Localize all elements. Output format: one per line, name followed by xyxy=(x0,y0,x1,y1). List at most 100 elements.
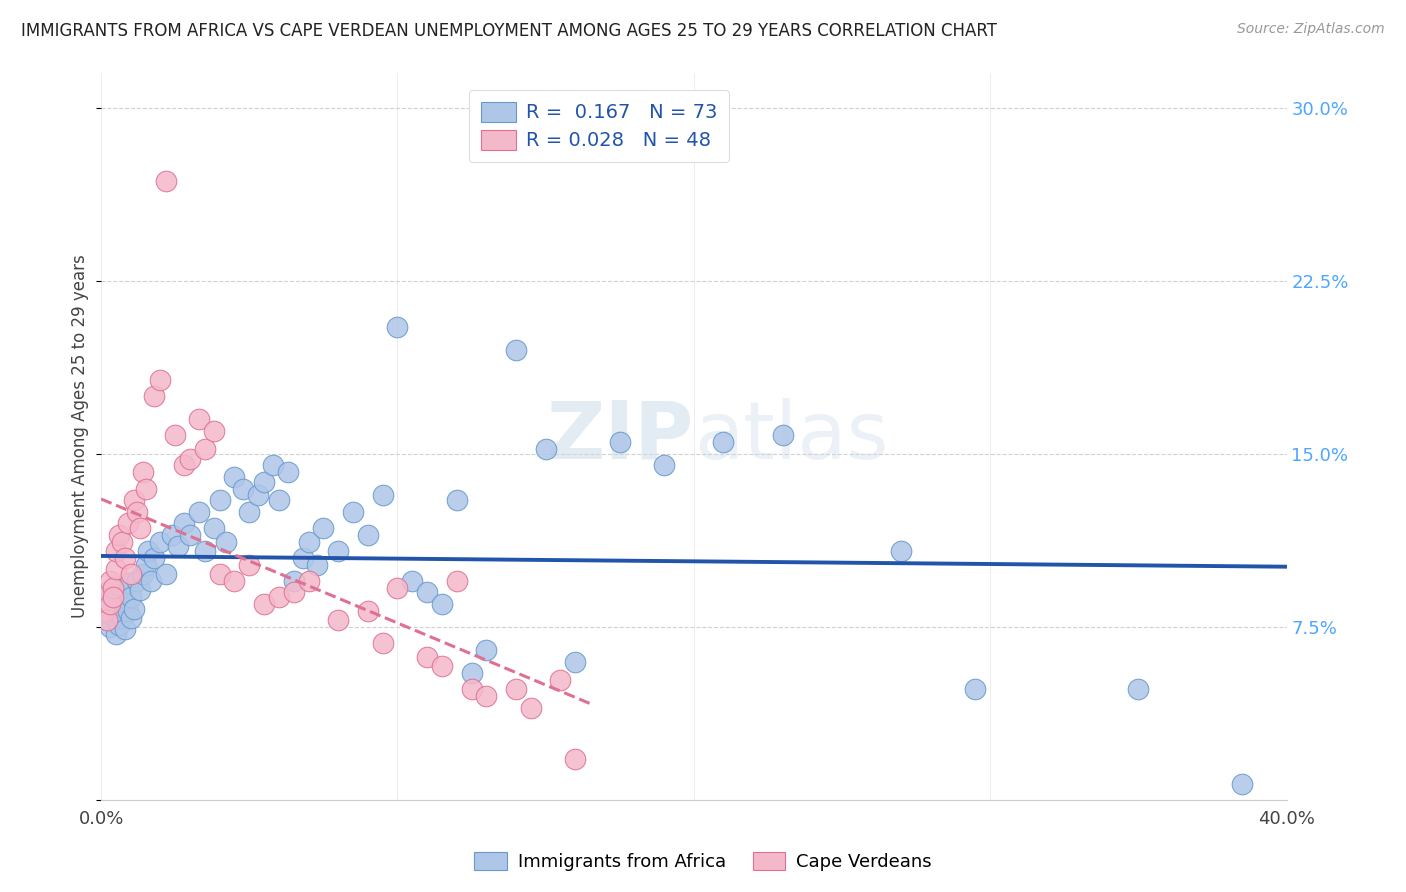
Point xyxy=(128,521,150,535)
Point xyxy=(505,682,527,697)
Point xyxy=(108,527,131,541)
Point xyxy=(505,343,527,357)
Point xyxy=(104,544,127,558)
Point xyxy=(342,505,364,519)
Point xyxy=(224,470,246,484)
Point xyxy=(564,655,586,669)
Point xyxy=(131,566,153,581)
Point xyxy=(1230,777,1253,791)
Point xyxy=(125,574,148,588)
Point xyxy=(328,544,350,558)
Point xyxy=(120,590,142,604)
Point xyxy=(141,574,163,588)
Point xyxy=(111,611,134,625)
Point xyxy=(194,544,217,558)
Text: Source: ZipAtlas.com: Source: ZipAtlas.com xyxy=(1237,22,1385,37)
Point xyxy=(208,566,231,581)
Point xyxy=(371,636,394,650)
Point xyxy=(111,534,134,549)
Point xyxy=(430,659,453,673)
Point xyxy=(155,174,177,188)
Point xyxy=(307,558,329,572)
Point xyxy=(564,752,586,766)
Point xyxy=(446,574,468,588)
Point xyxy=(117,516,139,531)
Point xyxy=(101,608,124,623)
Point xyxy=(238,505,260,519)
Point xyxy=(208,493,231,508)
Point xyxy=(357,527,380,541)
Point xyxy=(267,590,290,604)
Point xyxy=(312,521,335,535)
Point xyxy=(135,558,157,572)
Point xyxy=(96,585,118,599)
Point xyxy=(155,566,177,581)
Point xyxy=(890,544,912,558)
Point xyxy=(253,475,276,489)
Point xyxy=(173,516,195,531)
Point xyxy=(371,488,394,502)
Point xyxy=(98,597,121,611)
Point xyxy=(550,673,572,688)
Point xyxy=(104,562,127,576)
Point xyxy=(101,581,124,595)
Point xyxy=(128,583,150,598)
Point xyxy=(202,521,225,535)
Point xyxy=(387,581,409,595)
Point xyxy=(131,466,153,480)
Point xyxy=(93,604,115,618)
Point xyxy=(179,451,201,466)
Point xyxy=(534,442,557,457)
Point xyxy=(93,604,115,618)
Point xyxy=(187,505,209,519)
Point xyxy=(143,389,166,403)
Point xyxy=(96,613,118,627)
Point xyxy=(267,493,290,508)
Point xyxy=(283,574,305,588)
Point xyxy=(135,482,157,496)
Point xyxy=(202,424,225,438)
Point xyxy=(297,534,319,549)
Point xyxy=(122,601,145,615)
Point xyxy=(253,597,276,611)
Point xyxy=(149,534,172,549)
Point xyxy=(114,595,136,609)
Point xyxy=(247,488,270,502)
Point xyxy=(446,493,468,508)
Point xyxy=(114,623,136,637)
Point xyxy=(179,527,201,541)
Point xyxy=(277,466,299,480)
Point xyxy=(167,539,190,553)
Point xyxy=(108,592,131,607)
Point xyxy=(262,458,284,473)
Point xyxy=(117,604,139,618)
Point xyxy=(143,550,166,565)
Point xyxy=(475,690,498,704)
Point xyxy=(108,617,131,632)
Point xyxy=(520,701,543,715)
Point xyxy=(297,574,319,588)
Point xyxy=(160,527,183,541)
Point xyxy=(713,435,735,450)
Point xyxy=(965,682,987,697)
Point xyxy=(416,585,439,599)
Point xyxy=(214,534,236,549)
Point xyxy=(96,590,118,604)
Point xyxy=(232,482,254,496)
Point xyxy=(772,428,794,442)
Point xyxy=(430,597,453,611)
Point xyxy=(328,613,350,627)
Legend: R =  0.167   N = 73, R = 0.028   N = 48: R = 0.167 N = 73, R = 0.028 N = 48 xyxy=(470,90,728,162)
Point xyxy=(416,650,439,665)
Point xyxy=(101,585,124,599)
Point xyxy=(96,613,118,627)
Point xyxy=(357,604,380,618)
Point xyxy=(291,550,314,565)
Text: IMMIGRANTS FROM AFRICA VS CAPE VERDEAN UNEMPLOYMENT AMONG AGES 25 TO 29 YEARS CO: IMMIGRANTS FROM AFRICA VS CAPE VERDEAN U… xyxy=(21,22,997,40)
Point xyxy=(111,581,134,595)
Y-axis label: Unemployment Among Ages 25 to 29 years: Unemployment Among Ages 25 to 29 years xyxy=(72,255,89,618)
Point xyxy=(283,585,305,599)
Text: atlas: atlas xyxy=(693,398,889,475)
Point xyxy=(117,576,139,591)
Point xyxy=(138,544,160,558)
